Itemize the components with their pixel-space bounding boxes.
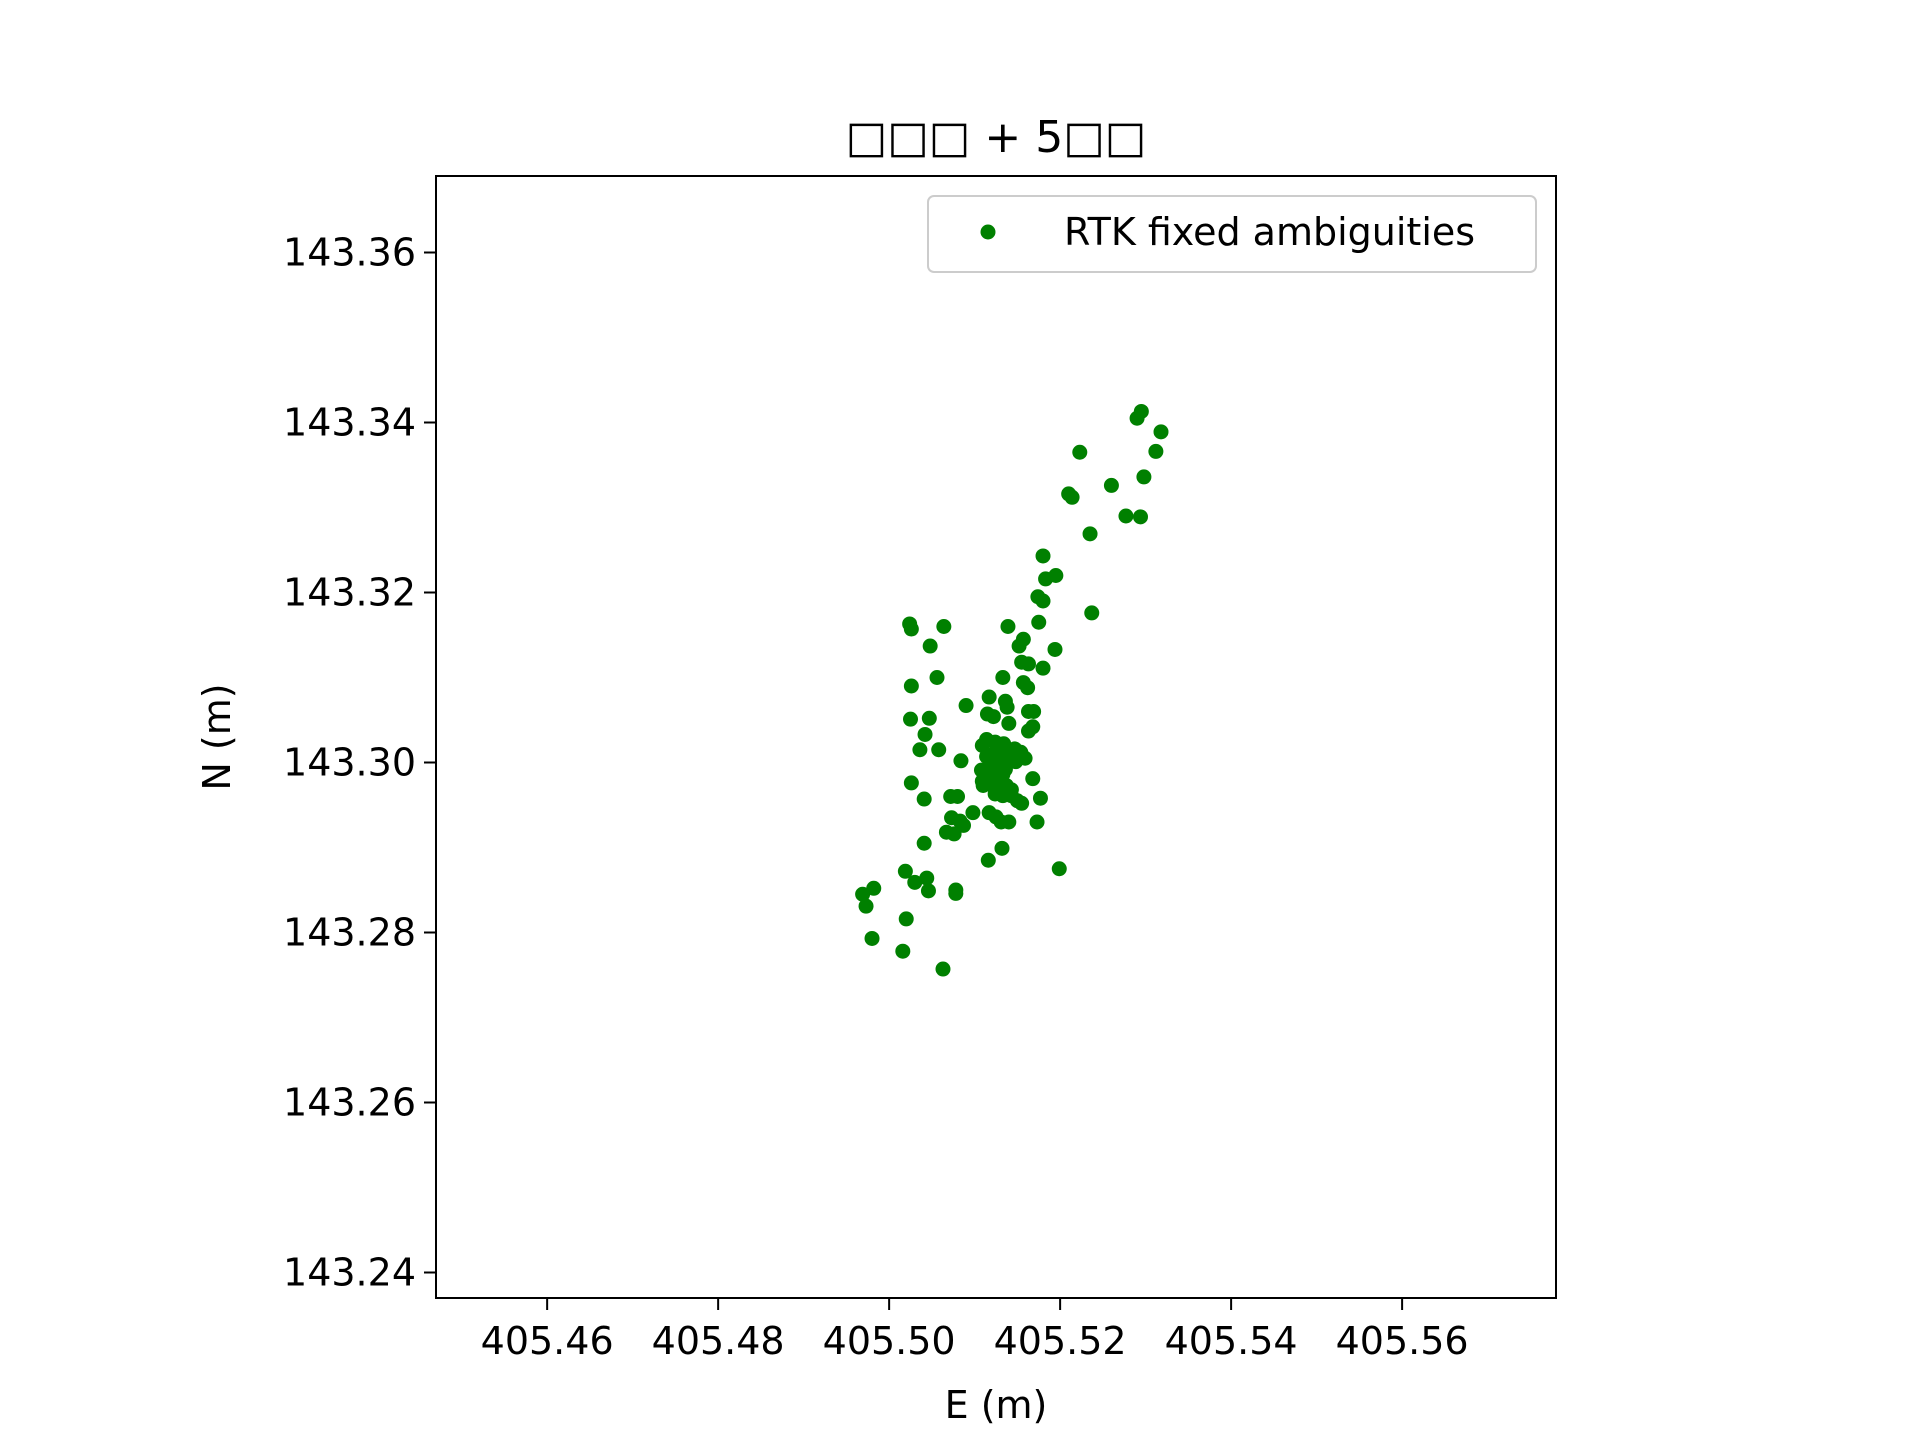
data-point [1148, 443, 1164, 459]
data-point [1035, 548, 1051, 564]
y-tick-label: 143.26 [283, 1081, 416, 1125]
data-point [929, 670, 945, 685]
data-point [1020, 680, 1036, 696]
data-point [898, 911, 914, 927]
data-point [1051, 861, 1067, 877]
data-point [917, 726, 933, 742]
data-point [897, 863, 913, 879]
y-tick-label: 143.24 [283, 1251, 416, 1295]
legend-box [927, 195, 1537, 273]
data-point [1026, 704, 1042, 719]
data-point [903, 775, 919, 791]
data-point [1031, 614, 1047, 630]
data-point [855, 886, 871, 902]
x-tick-label: 405.54 [1165, 1319, 1298, 1363]
data-point [920, 883, 936, 899]
x-axis-ticks: 405.46 405.48 405.50 405.52 405.54 405.56 [481, 1298, 1469, 1363]
x-axis-label: E (m) [945, 1383, 1048, 1427]
x-tick-label: 405.46 [481, 1319, 614, 1363]
data-point [1118, 508, 1134, 524]
data-point [1064, 489, 1080, 505]
points-layer [855, 403, 1169, 977]
y-axis-ticks: 143.24 143.26 143.28 143.30 143.32 143.34 143.… [283, 231, 436, 1295]
data-point [936, 619, 952, 634]
data-point [1011, 638, 1027, 654]
x-tick-label: 405.48 [652, 1319, 785, 1363]
y-tick-label: 143.32 [283, 571, 416, 615]
y-tick-label: 143.28 [283, 911, 416, 955]
y-tick-label: 143.34 [283, 401, 416, 445]
data-point [858, 898, 874, 914]
data-point [950, 789, 966, 804]
data-point [1103, 477, 1119, 493]
plot-frame [435, 175, 1557, 1299]
data-point [985, 709, 1001, 725]
x-tick-label: 405.52 [994, 1319, 1127, 1363]
legend-marker [980, 224, 996, 240]
legend: RTK fixed ambiguities [927, 195, 1537, 273]
data-point [919, 870, 935, 886]
data-point [958, 698, 974, 714]
data-point [1008, 754, 1024, 770]
data-point [1014, 795, 1030, 811]
data-point [1020, 656, 1036, 672]
data-point [993, 814, 1009, 830]
data-point [1084, 605, 1100, 621]
data-point [994, 840, 1010, 856]
data-point [866, 880, 882, 896]
chart-title: □□□ + 5□□ [846, 112, 1147, 163]
data-point [1129, 410, 1145, 426]
data-point [903, 711, 919, 727]
data-point [912, 742, 928, 758]
data-point [1001, 715, 1017, 731]
data-point [946, 826, 962, 842]
data-point [921, 710, 937, 726]
data-point [864, 930, 880, 946]
data-point [1029, 814, 1045, 830]
data-point [1020, 723, 1036, 739]
data-point [907, 874, 923, 890]
data-point [1132, 509, 1148, 525]
data-point [916, 835, 932, 851]
data-point [922, 638, 938, 654]
data-point [903, 621, 919, 637]
data-point [981, 689, 997, 705]
data-point [953, 753, 969, 769]
data-point [1153, 424, 1169, 440]
data-point [948, 885, 964, 901]
data-point [999, 699, 1015, 715]
data-point [1082, 526, 1098, 542]
data-point [895, 943, 911, 959]
data-point [1032, 790, 1048, 806]
data-point [980, 852, 996, 868]
data-point [1038, 571, 1054, 587]
data-point [903, 678, 919, 694]
legend-label: RTK fixed ambiguities [1064, 210, 1475, 254]
data-point [1072, 444, 1088, 460]
x-tick-label: 405.50 [823, 1319, 956, 1363]
data-point [1047, 641, 1063, 657]
y-tick-label: 143.36 [283, 231, 416, 275]
data-point [935, 961, 951, 977]
y-tick-label: 143.30 [283, 741, 416, 785]
data-point [965, 805, 981, 821]
data-point [1025, 771, 1041, 787]
data-point [1035, 660, 1051, 676]
data-point [1000, 619, 1016, 634]
x-tick-label: 405.56 [1336, 1319, 1469, 1363]
data-point [1136, 469, 1152, 485]
data-point [995, 670, 1011, 685]
y-axis-label: N (m) [195, 683, 239, 790]
data-point [916, 791, 932, 807]
data-point [931, 742, 947, 758]
data-point [1035, 593, 1051, 609]
